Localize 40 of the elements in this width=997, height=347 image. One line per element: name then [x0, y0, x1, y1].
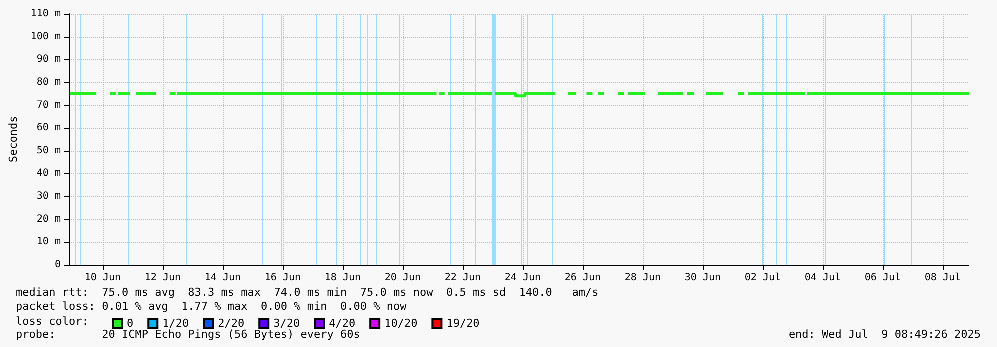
x-tick-label: 14 Jun	[204, 272, 242, 284]
x-tick-label: 10 Jun	[84, 272, 122, 284]
y-tick-label: 100 m	[30, 31, 61, 42]
legend-label: 3/20	[274, 317, 300, 330]
y-tick-label: 40 m	[36, 168, 61, 180]
y-axis-title: Seconds	[7, 116, 20, 163]
x-tick-label: 12 Jun	[144, 272, 182, 284]
legend-title: loss color:	[16, 315, 89, 328]
legend-label: 19/20	[446, 317, 480, 330]
y-tick-label: 50 m	[36, 145, 61, 156]
x-tick-label: 28 Jun	[624, 272, 662, 284]
y-tick-label: 0	[54, 260, 61, 270]
y-tick-label: 60 m	[36, 122, 61, 134]
x-tick-label: 06 Jul	[864, 272, 902, 284]
x-tick-label: 08 Jul	[924, 272, 962, 284]
y-tick-label: 80 m	[36, 76, 61, 88]
text: median rtt: 75.0 ms avg 83.3 ms max 74.0 ms min 75.0 ms now 0.5 ms sd 140.0 am/s	[16, 286, 599, 299]
text: probe: 20 ICMP Echo Pings (56 Bytes) every 60s	[16, 328, 360, 341]
x-tick-label: 04 Jul	[804, 272, 842, 284]
x-tick-label: 16 Jun	[264, 272, 302, 284]
y-tick-label: 110 m	[30, 8, 61, 20]
legend-label: 10/20	[384, 317, 418, 330]
text: end: Wed Jul 9 08:49:26 2025	[788, 328, 981, 341]
y-tick-label: 30 m	[36, 191, 61, 202]
y-tick-label: 10 m	[36, 236, 61, 248]
x-tick-label: 20 Jun	[384, 272, 422, 284]
x-tick-label: 22 Jun	[444, 272, 482, 284]
legend-label: 2/20	[218, 317, 245, 330]
x-tick-label: 02 Jul	[744, 272, 782, 284]
x-tick-label: 30 Jun	[684, 272, 722, 284]
legend-label: 0	[127, 317, 134, 330]
x-tick-label: 18 Jun	[324, 272, 362, 284]
legend-label: 1/20	[162, 317, 190, 330]
y-tick-label: 20 m	[36, 214, 61, 225]
legend-label: 4/20	[329, 317, 356, 330]
text: packet loss: 0.01 % avg 1.77 % max 0.00 % min 0.00 % now	[16, 300, 407, 313]
y-tick-label: 70 m	[36, 100, 61, 111]
x-tick-label: 24 Jun	[504, 272, 542, 284]
x-tick-label: 26 Jun	[564, 272, 602, 284]
y-tick-label: 90 m	[36, 54, 61, 66]
